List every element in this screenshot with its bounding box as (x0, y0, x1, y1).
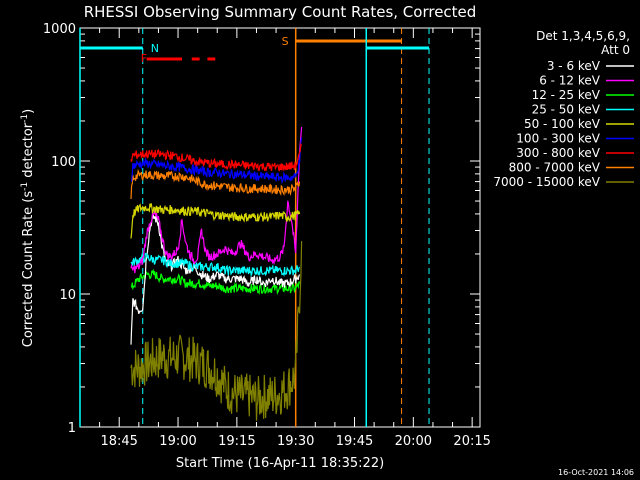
legend-label: 100 - 300 keV (516, 132, 600, 146)
y-axis-label-part: Corrected Count Rate (s (21, 191, 36, 348)
chart-title: RHESSI Observing Summary Count Rates, Co… (84, 3, 477, 21)
y-axis-label-sup: -1 (20, 114, 30, 123)
y-axis-label-part: detector (21, 122, 36, 182)
legend-label: 3 - 6 keV (547, 59, 601, 73)
y-tick-label: 100 (51, 155, 76, 170)
legend-label: 25 - 50 keV (532, 103, 601, 117)
series-line-800-7000kev (130, 169, 301, 200)
series-lines (130, 126, 303, 421)
y-axis-label: Corrected Count Rate (s-1 detector-1) (20, 109, 36, 347)
legend-header: Att 0 (601, 43, 630, 57)
x-tick-label: 18:45 (100, 434, 137, 449)
x-tick-label: 19:00 (159, 434, 196, 449)
x-tick-label: 19:45 (336, 434, 373, 449)
x-tick-label: 20:00 (395, 434, 432, 449)
legend-label: 7000 - 15000 keV (493, 175, 600, 189)
series-line-300-800kev (130, 142, 303, 172)
legend-label: 50 - 100 keV (524, 117, 601, 131)
y-tick-label: 1000 (43, 22, 76, 37)
y-tick-label: 1 (68, 421, 76, 436)
x-axis-label: Start Time (16-Apr-11 18:35:22) (176, 456, 384, 471)
legend-label: 6 - 12 keV (539, 74, 601, 88)
x-tick-labels: 18:45 19:00 19:15 19:30 19:45 20:00 20:15 (100, 434, 490, 449)
y-tick-labels: 1 10 100 1000 (43, 22, 76, 436)
x-tick-label: 19:30 (277, 434, 314, 449)
series-line-6-12kev (130, 126, 303, 274)
axis-ticks (79, 28, 480, 428)
y-axis-label-part: ) (21, 109, 36, 114)
legend-header: Det 1,3,4,5,6,9, (536, 29, 630, 43)
flare-flag-label: F (141, 52, 147, 65)
legend-label: 300 - 800 keV (516, 146, 600, 160)
legend-label: 12 - 25 keV (532, 88, 601, 102)
y-tick-label: 10 (59, 288, 76, 303)
attenuator-flags: NF S (79, 28, 430, 427)
footer-timestamp: 16-Oct-2021 14:06 (558, 468, 634, 477)
series-line-12-25kev (130, 268, 301, 295)
series-line-7000-15000kev (130, 241, 303, 421)
series-line-100-300kev (130, 137, 303, 185)
saa-flag-label: S (282, 35, 289, 48)
series-line-25-50kev (130, 252, 301, 278)
legend-label: 800 - 7000 keV (509, 161, 601, 175)
y-axis-label-sup: -1 (20, 182, 30, 191)
x-tick-label: 19:15 (218, 434, 255, 449)
x-tick-label: 20:15 (453, 434, 490, 449)
night-flag-label: N (151, 42, 159, 55)
series-line-50-100kev (130, 203, 301, 239)
series-line-3-6kev (130, 214, 301, 345)
